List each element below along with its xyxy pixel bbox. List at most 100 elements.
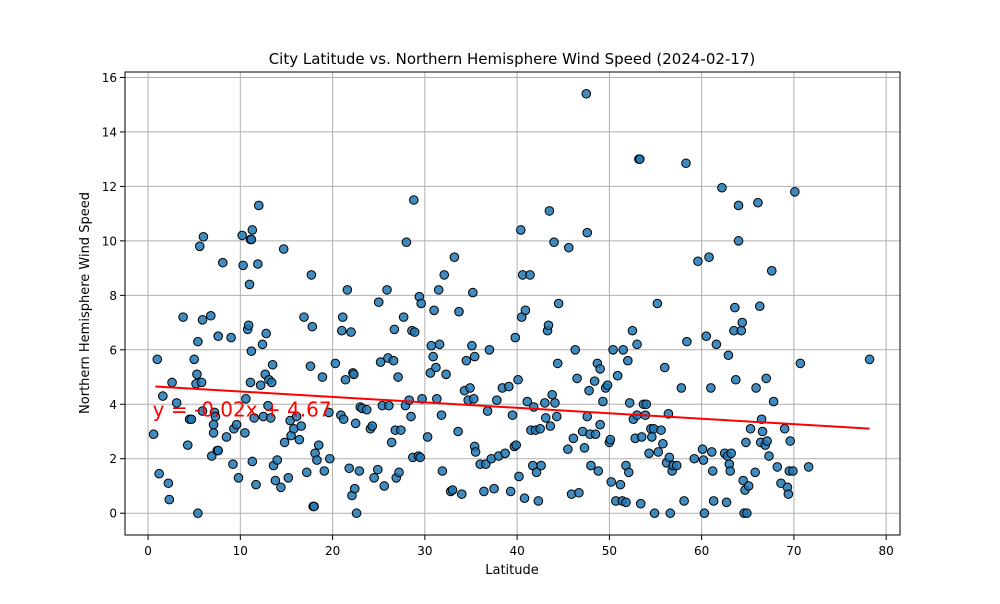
data-point	[647, 432, 657, 442]
data-point	[294, 434, 305, 445]
data-point	[708, 496, 719, 506]
data-point	[270, 475, 281, 486]
data-point	[706, 447, 717, 457]
data-point	[689, 453, 700, 464]
data-point	[676, 383, 687, 393]
data-point	[492, 395, 502, 405]
data-point	[375, 357, 386, 367]
data-point	[354, 466, 365, 476]
data-point	[324, 407, 334, 418]
data-point	[393, 372, 403, 382]
y-axis-label: Northern Hemisphere Wind Speed	[78, 192, 93, 414]
data-point	[433, 285, 444, 295]
data-point	[528, 402, 539, 412]
data-point	[470, 447, 481, 457]
data-point	[244, 279, 255, 290]
data-point	[349, 369, 359, 380]
data-point	[189, 354, 199, 365]
y-tick-label: 12	[102, 180, 117, 194]
data-point	[803, 462, 814, 472]
data-point	[454, 306, 464, 317]
data-point	[197, 406, 208, 416]
regression-equation: y = -0.02x + 4.67	[153, 398, 332, 422]
data-point	[307, 321, 318, 332]
data-point	[246, 234, 257, 245]
data-point	[563, 444, 573, 455]
data-point	[154, 468, 164, 479]
data-point	[171, 398, 182, 408]
data-point	[586, 460, 596, 471]
data-point	[701, 331, 712, 341]
data-point	[272, 455, 283, 465]
data-point	[653, 447, 664, 457]
data-point	[192, 369, 202, 380]
data-point	[772, 462, 783, 472]
data-point	[519, 493, 530, 504]
data-point	[479, 486, 489, 497]
data-point	[762, 436, 772, 446]
data-point	[396, 425, 406, 435]
data-point	[581, 88, 592, 99]
data-point	[681, 158, 691, 169]
data-point	[449, 252, 460, 263]
data-point	[615, 479, 626, 490]
data-point	[221, 432, 232, 442]
data-point	[726, 448, 736, 459]
data-point	[693, 256, 703, 267]
data-point	[241, 394, 251, 404]
data-point	[757, 426, 768, 437]
data-point	[291, 411, 302, 422]
data-point	[535, 423, 545, 434]
data-point	[543, 320, 554, 331]
data-point	[367, 421, 378, 431]
y-tick-label: 4	[109, 398, 117, 412]
data-point	[389, 324, 400, 335]
y-tick-label: 2	[109, 452, 117, 466]
data-point	[598, 396, 608, 407]
data-point	[525, 270, 535, 280]
data-point	[382, 285, 392, 295]
data-point	[369, 473, 379, 483]
data-point	[261, 328, 271, 339]
data-point	[644, 448, 654, 459]
data-point	[743, 481, 754, 491]
data-point	[779, 423, 790, 434]
data-point	[338, 414, 349, 425]
data-point	[426, 340, 437, 351]
data-point	[589, 376, 600, 386]
data-point	[641, 399, 652, 410]
data-point	[563, 242, 574, 253]
data-point	[635, 154, 645, 164]
data-point	[193, 508, 203, 519]
data-point	[337, 325, 347, 336]
y-tick-label: 8	[109, 289, 117, 303]
data-point	[553, 298, 564, 309]
data-point	[864, 354, 875, 365]
data-point	[278, 244, 289, 254]
data-point	[514, 471, 524, 482]
data-point	[612, 370, 623, 381]
data-point	[783, 489, 794, 499]
data-point	[582, 411, 593, 422]
data-point	[305, 361, 316, 371]
data-point	[785, 436, 796, 446]
data-point	[317, 372, 328, 382]
data-point	[436, 410, 447, 420]
plot-frame	[124, 71, 901, 536]
data-point	[788, 466, 798, 476]
data-point	[737, 317, 748, 328]
data-point	[243, 320, 254, 331]
data-point	[439, 270, 450, 280]
data-point	[456, 489, 467, 499]
data-point	[208, 419, 219, 430]
data-point	[158, 391, 168, 401]
data-point	[406, 411, 416, 422]
y-tick-label: 0	[109, 507, 117, 521]
data-point	[750, 467, 760, 478]
data-point	[152, 354, 163, 365]
data-point	[745, 423, 756, 434]
data-point	[432, 394, 442, 404]
data-point	[372, 464, 383, 475]
